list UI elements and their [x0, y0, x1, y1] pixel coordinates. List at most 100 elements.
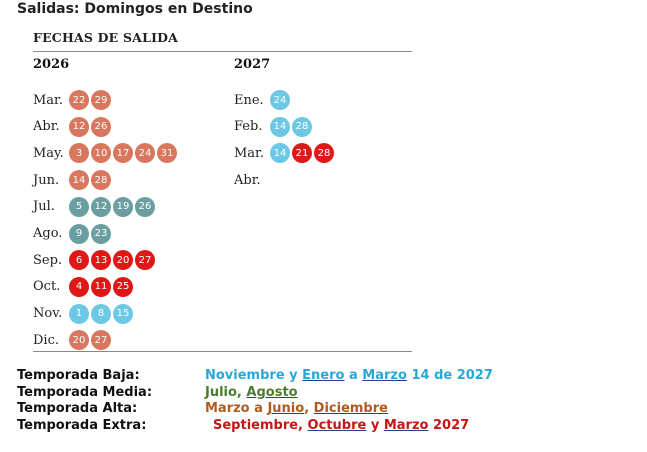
link-enero[interactable]: Enero	[302, 368, 345, 383]
month-name: May.	[33, 145, 64, 161]
date-dot-extra[interactable]: 13	[91, 250, 111, 271]
legend-text: Julio,	[205, 384, 247, 400]
link-octubre[interactable]: Octubre	[307, 417, 367, 433]
month-row: Mar. 22 29	[33, 89, 111, 111]
legend-text: 2027	[428, 417, 470, 433]
month-row: Jul. 5 12 19 26	[33, 196, 155, 218]
month-name: Abr.	[33, 119, 60, 135]
month-name: Mar.	[234, 145, 264, 161]
month-row: Nov. 1 8 15	[33, 303, 133, 325]
date-dot-alta[interactable]: 12	[69, 116, 89, 137]
date-dot-alta[interactable]: 3	[69, 143, 89, 164]
legend-label: Temporada Media:	[17, 384, 153, 400]
legend-text: ,	[304, 401, 314, 416]
date-dot-baja[interactable]: 28	[292, 116, 312, 137]
month-name: Jul.	[33, 199, 55, 215]
date-dots: 24	[270, 90, 290, 110]
month-row: Abr. 12 26	[33, 116, 111, 138]
month-row: Jun. 14 28	[33, 169, 111, 191]
date-dot-media[interactable]: 26	[135, 196, 155, 217]
legend-value-alta: Marzo a Junio, Diciembre	[205, 401, 388, 416]
date-dot-alta[interactable]: 26	[91, 116, 111, 137]
month-name: Oct.	[33, 279, 61, 295]
date-dots: 9 23	[69, 223, 111, 244]
link-marzo-2027[interactable]: Marzo	[383, 417, 429, 433]
month-row: May. 3 10 17 24 31	[33, 142, 177, 164]
month-row: Abr.	[234, 169, 270, 191]
date-dots: 4 11 25	[69, 276, 133, 297]
month-row: Feb. 14 28	[234, 116, 312, 138]
date-dots: 12 26	[69, 116, 111, 137]
date-dot-extra[interactable]: 21	[292, 143, 312, 164]
date-dot-media[interactable]: 5	[69, 196, 89, 217]
month-name: Sep.	[33, 252, 63, 268]
calendar-bottom-divider	[33, 351, 412, 352]
date-dot-media[interactable]: 23	[91, 223, 111, 244]
date-dot-media[interactable]: 9	[69, 223, 89, 244]
month-row: Mar. 14 21 28	[234, 142, 334, 164]
date-dot-extra[interactable]: 25	[113, 276, 133, 297]
departure-calendar: FECHAS DE SALIDA 2026 Mar. 22 29 Abr. 12 26 Ma…	[33, 30, 412, 452]
date-dots: 6 13 20 27	[69, 250, 155, 271]
legend-value-media: Julio, Agosto	[205, 385, 298, 400]
date-dot-baja[interactable]: 14	[270, 116, 290, 137]
date-dot-alta[interactable]: 29	[91, 90, 111, 110]
date-dots: 14 28	[69, 170, 111, 191]
legend-value-baja: Noviembre y Enero a Marzo 14 de 2027	[205, 368, 493, 383]
calendar-header: FECHAS DE SALIDA	[33, 30, 412, 52]
date-dots: 5 12 19 26	[69, 196, 155, 217]
date-dot-extra[interactable]: 11	[91, 276, 111, 297]
date-dot-alta[interactable]: 10	[91, 143, 111, 164]
legend-label: Temporada Extra:	[17, 417, 147, 433]
date-dot-baja[interactable]: 8	[91, 303, 111, 324]
date-dot-alta[interactable]: 17	[113, 143, 133, 164]
month-row: Ago. 9 23	[33, 223, 111, 245]
month-name: Dic.	[33, 332, 59, 348]
date-dot-extra[interactable]: 20	[113, 250, 133, 271]
link-junio[interactable]: Junio	[267, 401, 305, 416]
month-name: Ene.	[234, 92, 264, 108]
date-dot-media[interactable]: 12	[91, 196, 111, 217]
date-dot-extra[interactable]: 27	[135, 250, 155, 271]
date-dot-extra[interactable]: 4	[69, 276, 89, 297]
month-name: Abr.	[234, 172, 261, 188]
date-dot-baja[interactable]: 24	[270, 90, 290, 110]
date-dot-baja[interactable]: 1	[69, 303, 89, 324]
legend-text: Noviembre y	[205, 368, 303, 383]
link-marzo[interactable]: Marzo	[362, 368, 407, 383]
page-title: Salidas: Domingos en Destino	[17, 1, 253, 17]
month-name: Jun.	[33, 172, 60, 188]
date-dot-alta[interactable]: 20	[69, 330, 89, 351]
date-dot-alta[interactable]: 24	[135, 143, 155, 164]
date-dots: 14 28	[270, 116, 312, 137]
link-agosto[interactable]: Agosto	[246, 384, 298, 400]
date-dot-alta[interactable]: 28	[91, 170, 111, 191]
year-label: 2026	[33, 57, 70, 72]
date-dot-extra[interactable]: 28	[314, 143, 334, 164]
date-dot-media[interactable]: 19	[113, 196, 133, 217]
date-dots: 20 27	[69, 330, 111, 351]
date-dot-alta[interactable]: 27	[91, 330, 111, 351]
date-dot-baja[interactable]: 14	[270, 143, 290, 164]
month-name: Feb.	[234, 119, 263, 135]
month-row: Oct. 4 11 25	[33, 276, 133, 298]
link-diciembre[interactable]: Diciembre	[313, 401, 388, 416]
month-name: Mar.	[33, 92, 63, 108]
month-row: Ene. 24	[234, 89, 290, 111]
month-name: Ago.	[33, 226, 63, 241]
legend-text: y	[366, 417, 384, 433]
month-row: Sep. 6 13 20 27	[33, 249, 155, 271]
legend-value-extra: Septiembre, Octubre y Marzo 2027	[213, 418, 469, 433]
date-dots: 14 21 28	[270, 143, 334, 164]
date-dot-extra[interactable]: 6	[69, 250, 89, 271]
date-dot-alta[interactable]: 14	[69, 170, 89, 191]
legend-text: Marzo a	[205, 401, 268, 416]
month-name: Nov.	[33, 306, 63, 322]
date-dot-baja[interactable]: 15	[113, 303, 133, 324]
date-dot-alta[interactable]: 22	[69, 90, 89, 110]
legend-text: Septiembre,	[213, 417, 308, 433]
legend-label: Temporada Baja:	[17, 368, 140, 383]
date-dots: 3 10 17 24 31	[69, 143, 177, 164]
date-dot-alta[interactable]: 31	[157, 143, 177, 164]
date-dots: 22 29	[69, 90, 111, 110]
